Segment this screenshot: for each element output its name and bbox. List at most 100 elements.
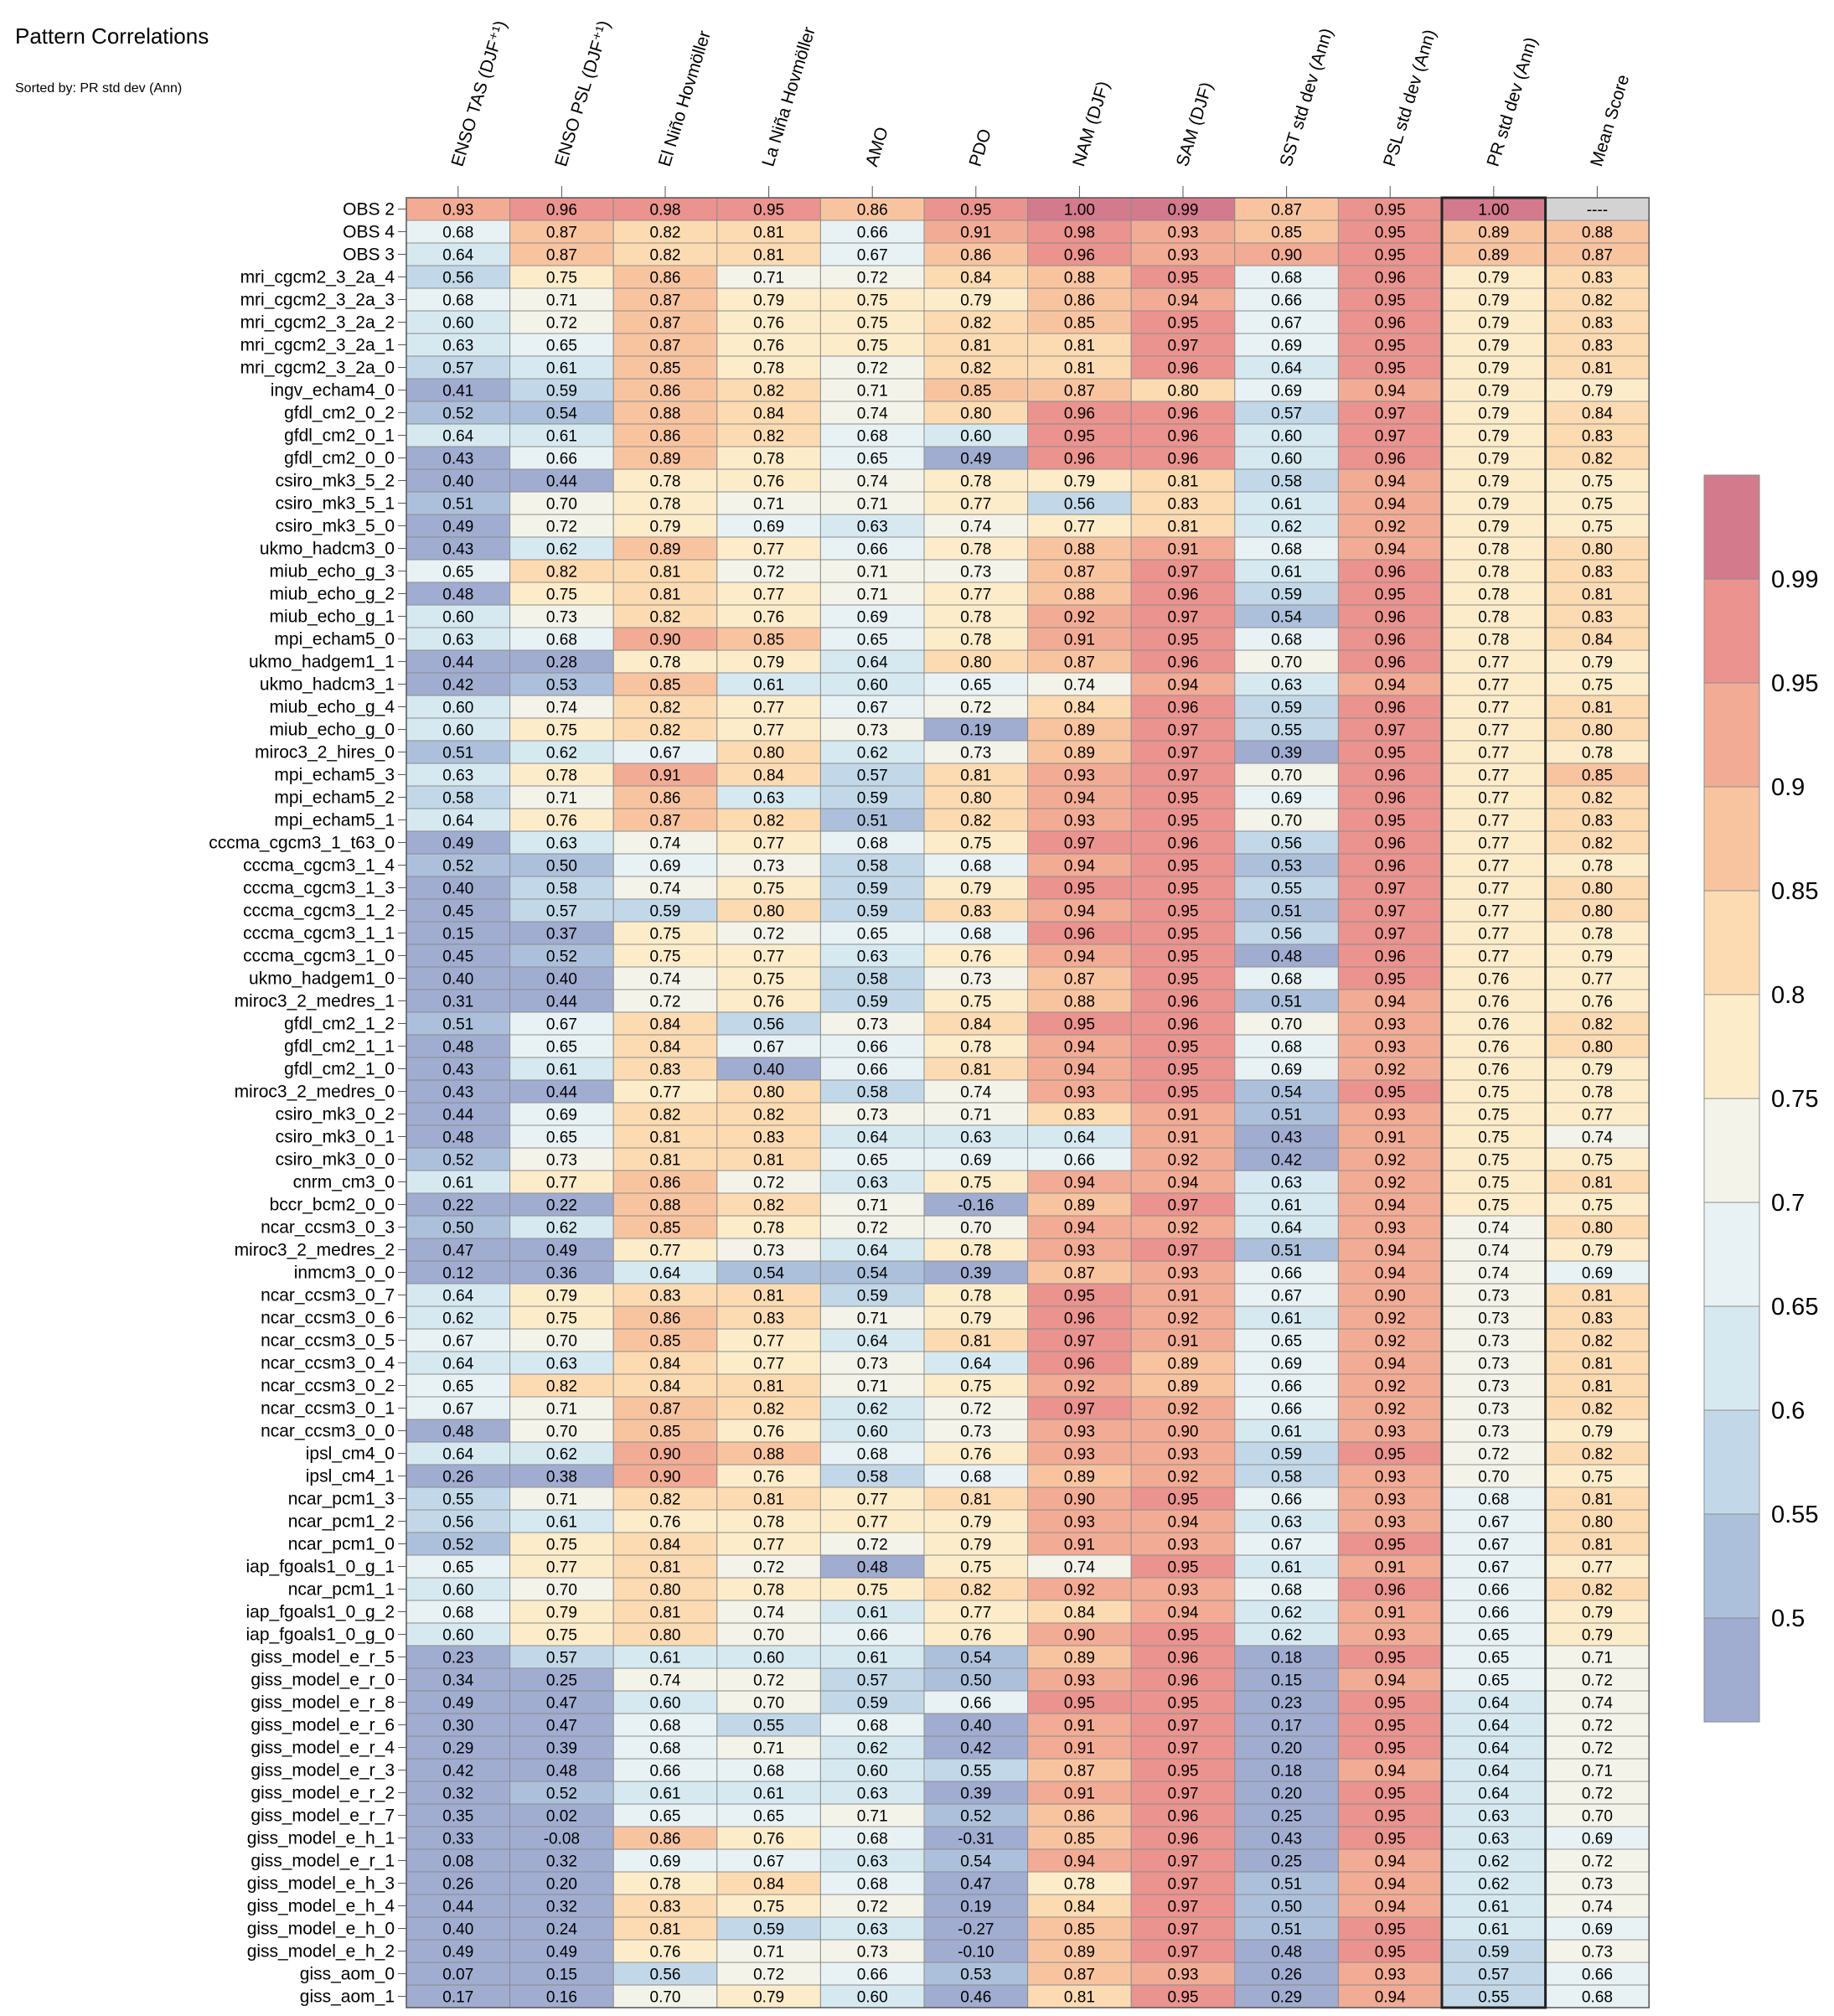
cell-value: 0.90	[650, 1446, 681, 1464]
cell-value: 0.89	[1168, 1378, 1199, 1396]
cell-value: 0.64	[1064, 1129, 1095, 1147]
heatmap-cell	[1441, 1962, 1547, 1986]
heatmap-cell	[1234, 830, 1339, 855]
cell-value: 0.54	[857, 1265, 888, 1283]
cell-value: 0.76	[753, 473, 784, 491]
cell-value: 0.96	[1375, 315, 1406, 333]
heatmap-cell	[716, 1260, 821, 1285]
cell-value: 0.73	[546, 1152, 577, 1170]
cell-value: 0.68	[442, 225, 473, 242]
heatmap-cell	[1337, 1305, 1443, 1330]
cell-value: 0.76	[753, 1469, 784, 1486]
heatmap-cell	[1234, 1871, 1339, 1895]
cell-value: 0.70	[960, 1220, 991, 1238]
cell-value: 0.65	[546, 1129, 577, 1147]
heatmap-cell	[1027, 355, 1132, 380]
row-label: cccma_cgcm3_1_1	[243, 924, 395, 943]
cell-value: 0.54	[1271, 1084, 1302, 1102]
cell-value: 0.81	[960, 768, 991, 785]
heatmap-cell	[819, 1260, 925, 1285]
cell-value: 0.33	[442, 1831, 473, 1848]
cell-value: 0.64	[1478, 1695, 1509, 1713]
heatmap-cell	[923, 762, 1029, 787]
heatmap-cell	[1130, 1667, 1236, 1692]
cell-value: 0.47	[546, 1718, 577, 1735]
heatmap-cell	[1441, 1238, 1547, 1262]
cell-value: 0.70	[546, 1333, 577, 1351]
heatmap-cell	[612, 1532, 718, 1556]
cell-value: 0.80	[1582, 1039, 1613, 1057]
cell-value: 0.58	[857, 1469, 888, 1486]
heatmap-cell	[1130, 1464, 1236, 1488]
cell-value: 0.67	[1271, 1537, 1302, 1554]
cell-value: 0.39	[960, 1265, 991, 1283]
heatmap-cell	[612, 830, 718, 855]
heatmap-cell	[716, 355, 821, 380]
heatmap-cell	[1441, 1894, 1547, 1918]
cell-value: 0.79	[960, 881, 991, 898]
cell-value: 0.45	[442, 949, 473, 966]
cell-value: 0.76	[650, 1944, 681, 1962]
row-label: cnrm_cm3_0	[293, 1173, 395, 1192]
cell-value: 0.76	[546, 813, 577, 830]
heatmap-cell	[1130, 1984, 1236, 2008]
cell-value: 0.50	[1271, 1899, 1302, 1916]
cell-value: 0.62	[1271, 1605, 1302, 1622]
row-label: gfdl_cm2_0_0	[284, 449, 395, 468]
cell-value: 0.76	[960, 949, 991, 966]
cell-value: 0.44	[546, 994, 577, 1011]
cell-value: 0.86	[1064, 292, 1095, 310]
cell-value: 0.88	[1064, 270, 1095, 287]
cell-value: 0.91	[1064, 1786, 1095, 1803]
cell-value: 0.77	[1478, 722, 1509, 740]
cell-value: 0.07	[442, 1967, 473, 1984]
heatmap-cell	[716, 423, 821, 447]
cell-value: 0.74	[857, 406, 888, 423]
colorbar-segment	[1703, 1202, 1760, 1307]
heatmap-cell	[612, 1894, 718, 1918]
cell-value: 0.51	[857, 813, 888, 830]
cell-value: 0.73	[1478, 1356, 1509, 1373]
cell-value: 0.94	[1064, 858, 1095, 876]
heatmap-cell	[406, 1215, 511, 1239]
heatmap-cell	[612, 559, 718, 583]
cell-value: 0.65	[857, 632, 888, 649]
cell-value: 0.71	[857, 383, 888, 401]
cell-value: 0.77	[753, 1356, 784, 1373]
cell-value: 0.79	[753, 1989, 784, 2007]
cell-value: 0.57	[1271, 406, 1302, 423]
colorbar-tick-label: 0.55	[1771, 1502, 1818, 1528]
cell-value: 0.69	[546, 1107, 577, 1124]
cell-value: 0.74	[1478, 1265, 1509, 1283]
cell-value: 0.64	[442, 813, 473, 830]
heatmap-cell	[819, 559, 925, 583]
cell-value: 0.20	[1271, 1786, 1302, 1803]
heatmap-cell	[819, 1011, 925, 1036]
cell-value: 0.80	[1168, 383, 1199, 401]
cell-value: 0.68	[857, 428, 888, 446]
row-label: ncar_ccsm3_0_1	[261, 1399, 395, 1419]
heatmap-cell	[1130, 1124, 1236, 1149]
cell-value: 0.95	[1168, 1084, 1199, 1102]
cell-value: 0.65	[442, 564, 473, 582]
heatmap-cell	[1545, 468, 1650, 493]
cell-value: 0.52	[442, 858, 473, 876]
row-label: ukmo_hadcm3_1	[260, 675, 395, 695]
heatmap-cell	[509, 491, 614, 515]
cell-value: 0.94	[1064, 1039, 1095, 1057]
cell-value: 0.96	[1168, 1672, 1199, 1690]
cell-value: 0.77	[1582, 971, 1613, 989]
cell-value: 0.88	[1064, 587, 1095, 604]
cell-value: 0.69	[1271, 338, 1302, 355]
cell-value: 0.93	[1168, 225, 1199, 242]
heatmap-cell	[509, 740, 614, 764]
cell-value: 0.67	[650, 745, 681, 762]
heatmap-cell	[716, 672, 821, 696]
heatmap-cell	[1234, 1781, 1339, 1805]
heatmap-cell	[819, 1079, 925, 1104]
cell-value: 0.69	[1582, 1265, 1613, 1283]
cell-value: 0.72	[546, 315, 577, 333]
heatmap-cell	[612, 1713, 718, 1737]
heatmap-cell	[716, 1600, 821, 1624]
cell-value: 0.39	[960, 1786, 991, 1803]
